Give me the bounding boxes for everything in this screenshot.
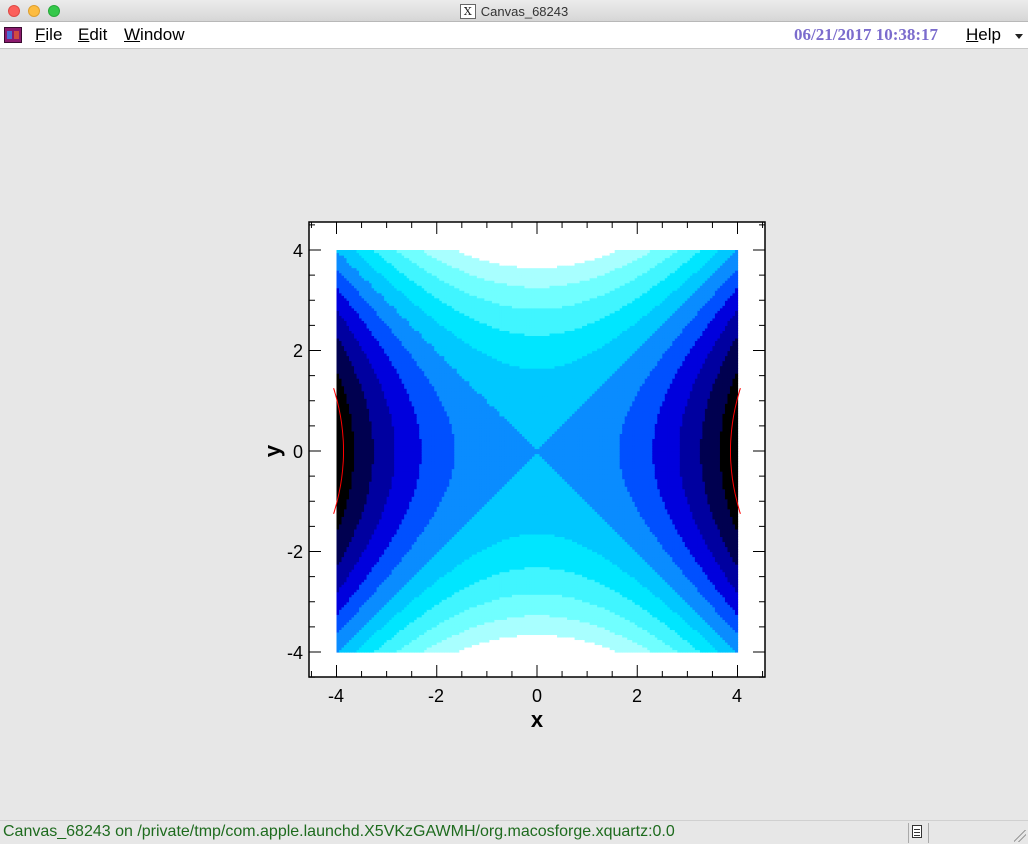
- title-bar[interactable]: X Canvas_68243: [0, 0, 1028, 22]
- menu-help-rest: elp: [978, 25, 1001, 44]
- menu-file-mnemonic: F: [35, 25, 45, 44]
- menu-edit-rest: dit: [89, 25, 107, 44]
- menu-bar: File Edit Window 06/21/2017 10:38:17 Hel…: [0, 22, 1028, 49]
- menu-edit[interactable]: Edit: [78, 25, 107, 45]
- x11-icon: X: [460, 4, 476, 19]
- menu-help-mnemonic: H: [966, 25, 978, 44]
- menu-window[interactable]: Window: [124, 25, 184, 45]
- menu-window-rest: indow: [140, 25, 184, 44]
- chevron-down-icon[interactable]: [1015, 34, 1023, 39]
- root-icon[interactable]: [4, 27, 22, 43]
- contour-plot[interactable]: -4 -2 0 2 4 -4 -2 0 2 4 x y: [0, 49, 1028, 820]
- datetime-display: 06/21/2017 10:38:17: [794, 25, 938, 45]
- menu-edit-mnemonic: E: [78, 25, 89, 44]
- menu-file-rest: ile: [45, 25, 62, 44]
- menu-file[interactable]: File: [35, 25, 62, 45]
- menu-window-mnemonic: W: [124, 25, 140, 44]
- contour-cells: [337, 250, 739, 653]
- window-title-area: X Canvas_68243: [0, 0, 1028, 22]
- window-title: Canvas_68243: [481, 4, 568, 19]
- menu-help[interactable]: Help: [966, 25, 1001, 45]
